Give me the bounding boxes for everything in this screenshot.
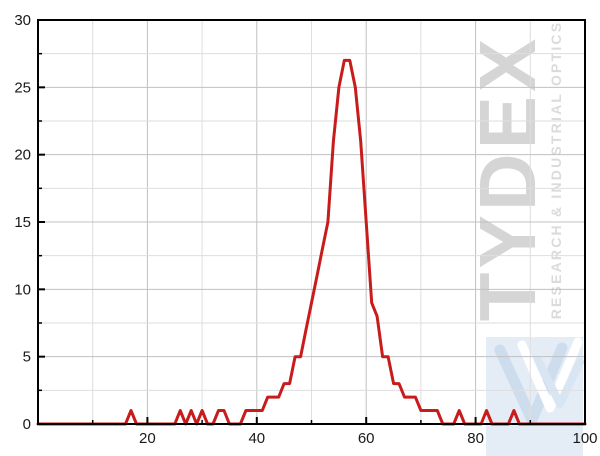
y-tick-label: 5 — [23, 349, 31, 366]
x-tick-label: 60 — [358, 430, 375, 447]
x-tick-label: 20 — [139, 430, 156, 447]
watermark-brand-text: TYDEX — [463, 35, 552, 322]
axes-frame — [37, 19, 586, 425]
watermark-layer: TYDEX RESEARCH & INDUSTRIAL OPTICS — [463, 21, 564, 322]
logo-wave-stroke — [494, 342, 568, 426]
x-tick-label: 40 — [248, 430, 265, 447]
y-tick-label: 10 — [14, 281, 31, 298]
y-tick-label: 25 — [14, 79, 31, 96]
y-tick-label: 20 — [14, 147, 31, 164]
tydex-logo-icon — [486, 337, 584, 456]
x-tick-label: 80 — [467, 430, 484, 447]
x-tick-label: 100 — [572, 430, 597, 447]
grid-lines — [38, 20, 585, 424]
y-tick-label: 15 — [14, 214, 31, 231]
y-tick-label: 30 — [14, 12, 31, 29]
y-tick-label: 0 — [23, 416, 31, 433]
logo-wave-stroke — [517, 337, 583, 413]
watermark-tagline-text: RESEARCH & INDUSTRIAL OPTICS — [548, 21, 564, 320]
axis-tick-labels: 20 40 60 80 100 0 5 10 15 20 25 30 — [14, 12, 597, 447]
logo-wave-stroke — [534, 356, 584, 408]
